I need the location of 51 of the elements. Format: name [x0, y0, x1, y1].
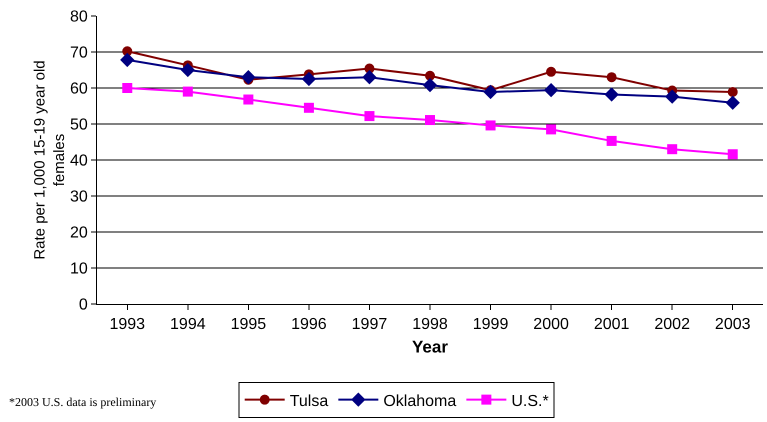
point	[302, 72, 316, 86]
y-tick-label: 70	[70, 44, 88, 62]
y-axis-title: Rate per 1,000 15-19 year old females	[32, 60, 68, 260]
text: *2003 U.S. data is preliminary	[9, 395, 156, 409]
x-tick-label: 2000	[533, 316, 569, 334]
x-tick-label: 2001	[594, 316, 630, 334]
y-tick-label: 50	[70, 116, 88, 134]
x-tick-label: 2002	[654, 316, 690, 334]
point	[483, 84, 498, 100]
x-tick-label: 1999	[472, 316, 508, 334]
point	[243, 94, 254, 105]
x-tick-label: 1993	[109, 316, 146, 334]
point	[667, 144, 678, 154]
y-tick-label: 60	[70, 80, 88, 98]
point	[304, 102, 314, 113]
point	[606, 136, 617, 146]
point	[422, 78, 438, 92]
y-tick-label: 0	[78, 296, 88, 314]
point	[546, 66, 556, 77]
point	[182, 86, 193, 97]
point	[728, 86, 738, 97]
point	[241, 70, 256, 84]
point	[544, 83, 558, 98]
legend-label: U.S.*	[511, 392, 549, 410]
point	[665, 89, 680, 104]
point	[120, 52, 134, 68]
point	[362, 70, 377, 84]
y-tick-label: 40	[70, 152, 88, 170]
y-tick-label: 30	[70, 188, 88, 206]
point	[180, 62, 195, 78]
x-tick-label: 1997	[352, 316, 388, 334]
y-tick-label: 80	[70, 8, 88, 26]
point	[122, 83, 132, 93]
x-axis-title: Year	[412, 338, 448, 357]
point	[606, 72, 617, 82]
point	[425, 115, 435, 126]
legend-label: Tulsa	[290, 392, 328, 410]
x-tick-label: 1996	[291, 316, 327, 334]
y-tick-label: 10	[70, 260, 88, 278]
x-tick-label: 1995	[230, 316, 266, 334]
point	[726, 96, 740, 110]
x-tick-label: 1994	[170, 316, 206, 334]
y-tick-label: 20	[70, 224, 88, 242]
point	[728, 149, 738, 160]
point	[364, 111, 374, 122]
legend-label: Oklahoma	[383, 392, 456, 410]
point	[486, 120, 496, 130]
point	[546, 124, 556, 134]
point	[604, 87, 619, 102]
x-tick-label: 2003	[714, 316, 751, 334]
x-tick-label: 1998	[412, 316, 448, 334]
